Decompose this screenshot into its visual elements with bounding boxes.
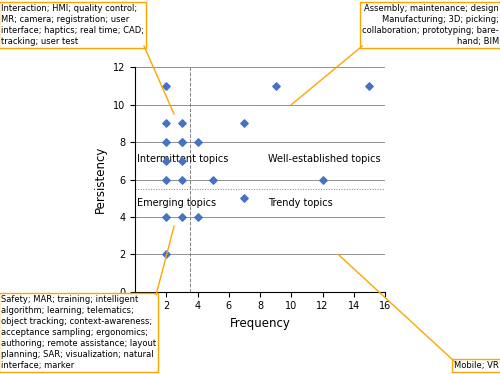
Text: Well-established topics: Well-established topics (268, 154, 380, 164)
Point (162, 214, 170, 220)
Point (162, 83, 170, 89)
Text: Safety; MAR; training; intelligent
algorithm; learning; telematics;
object track: Safety; MAR; training; intelligent algor… (1, 295, 156, 370)
Point (194, 139, 202, 145)
Point (162, 251, 170, 257)
Point (178, 139, 186, 145)
Point (178, 120, 186, 126)
Point (178, 139, 186, 145)
Y-axis label: Persistency: Persistency (94, 146, 108, 213)
Point (240, 195, 248, 201)
Text: Trendy topics: Trendy topics (268, 198, 332, 208)
Point (209, 177, 217, 183)
Point (318, 177, 326, 183)
Point (162, 158, 170, 164)
Point (178, 214, 186, 220)
X-axis label: Frequency: Frequency (230, 317, 290, 330)
Text: Assembly; maintenance; design
Manufacturing; 3D; picking;
collaboration; prototy: Assembly; maintenance; design Manufactur… (362, 4, 499, 46)
Point (366, 83, 374, 89)
Point (272, 83, 280, 89)
Point (162, 177, 170, 183)
Point (178, 177, 186, 183)
Point (162, 139, 170, 145)
Text: Interaction; HMI; quality control;
MR; camera; registration; user
interface; hap: Interaction; HMI; quality control; MR; c… (1, 4, 144, 46)
Text: Emerging topics: Emerging topics (138, 198, 216, 208)
Point (240, 120, 248, 126)
Text: Mobile; VR: Mobile; VR (454, 361, 499, 370)
Point (178, 158, 186, 164)
Point (162, 120, 170, 126)
Text: Intermittent topics: Intermittent topics (138, 154, 228, 164)
Point (194, 214, 202, 220)
